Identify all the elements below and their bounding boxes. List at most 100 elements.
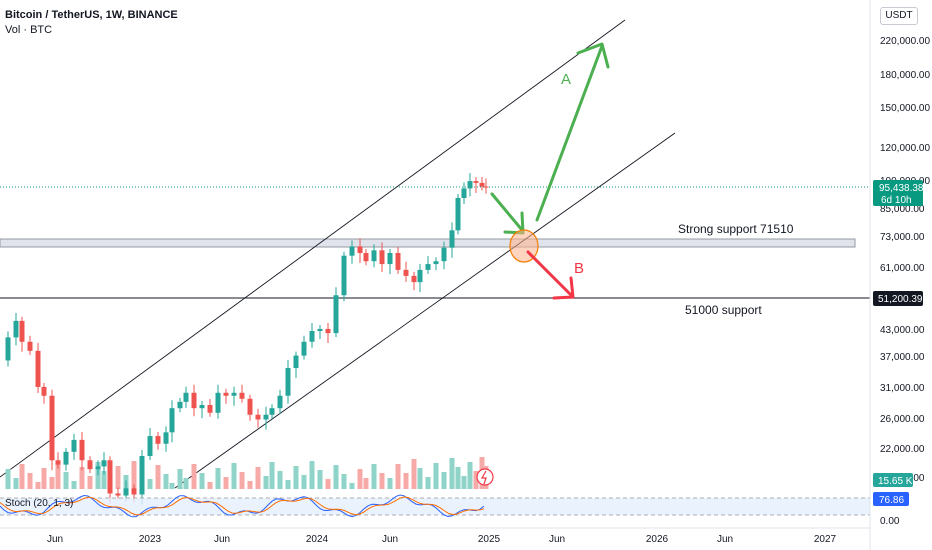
candle-body: [123, 488, 129, 496]
channel-upper-line: [0, 19, 626, 478]
volume-bar: [199, 473, 205, 489]
candle-body: [183, 392, 189, 402]
volume-bar: [239, 472, 245, 489]
candle-body: [277, 395, 283, 409]
volume-bar: [191, 464, 197, 489]
candle-body: [27, 341, 33, 351]
volume-bar: [387, 478, 393, 489]
candle-body: [19, 320, 25, 342]
svg-text:95,438.38: 95,438.38: [879, 183, 924, 194]
candle-body: [357, 246, 363, 253]
candle-body: [349, 246, 355, 256]
candle-body: [425, 264, 431, 270]
candle-body: [63, 451, 69, 465]
stoch-axis-tick: 0.00: [880, 516, 900, 527]
symbol-title[interactable]: Bitcoin / TetherUS, 1W, BINANCE: [5, 9, 178, 21]
volume-bar: [49, 477, 55, 489]
candle-body: [449, 230, 455, 248]
volume-bar: [177, 469, 183, 489]
volume-bar: [115, 466, 121, 489]
volume-bar: [433, 463, 439, 489]
replay-icon[interactable]: [476, 468, 494, 486]
time-axis[interactable]: Jun 2023 Jun 2024 Jun 2025 Jun 2026 Jun 2027: [47, 534, 837, 545]
price-tick-label: 73,000.00: [880, 232, 925, 243]
volume-bar: [19, 464, 25, 489]
volume-bar: [371, 464, 377, 489]
volume-bar: [461, 476, 467, 489]
channel-lower-line: [174, 132, 676, 489]
svg-text:76.86: 76.86: [879, 495, 904, 506]
volume-tag: 15.65 K: [873, 473, 913, 487]
candle-body: [285, 367, 291, 396]
candle-body: [479, 182, 485, 187]
candle-body: [215, 392, 221, 413]
stoch-d-line: [0, 496, 485, 516]
volume-bar: [27, 473, 33, 489]
volume-bar: [35, 482, 41, 489]
stoch-band-fill: [0, 498, 870, 515]
volume-legend: Vol · BTC: [5, 24, 53, 36]
candle-body: [301, 341, 307, 356]
volume-bar: [411, 459, 417, 489]
volume-bar: [285, 480, 291, 489]
volume-bar: [163, 474, 169, 489]
volume-bar: [441, 472, 447, 489]
volume-bar: [95, 462, 101, 489]
volume-bar: [231, 463, 237, 489]
volume-bar: [417, 468, 423, 489]
volume-bar: [293, 466, 299, 489]
volume-bar: [87, 476, 93, 489]
scenario-b-label: B: [574, 260, 584, 277]
time-tick-label: Jun: [214, 534, 230, 545]
candle-body: [483, 186, 489, 188]
candlesticks: [5, 173, 489, 505]
volume-bar: [41, 468, 47, 489]
time-tick-label: Jun: [47, 534, 63, 545]
currency-button[interactable]: USDT: [880, 7, 918, 25]
candle-body: [263, 414, 269, 420]
volume-bar: [403, 473, 409, 489]
candle-body: [417, 269, 423, 283]
volume-bar: [467, 462, 473, 489]
price-axis[interactable]: 220,000.00 180,000.00 150,000.00 120,000.00…: [880, 36, 930, 484]
volume-bar: [101, 471, 107, 489]
volume-bar: [131, 461, 137, 489]
candle-body: [341, 255, 347, 296]
price-tick-label: 85,000.00: [880, 204, 925, 215]
candle-body: [467, 181, 473, 189]
candle-body: [387, 252, 393, 265]
candle-body: [461, 188, 467, 199]
volume-bar: [169, 483, 175, 489]
candle-body: [155, 436, 161, 444]
svg-text:15.65 K: 15.65 K: [878, 476, 913, 487]
volume-bar: [247, 481, 253, 489]
volume-bar: [263, 476, 269, 489]
volume-bar: [277, 471, 283, 489]
candle-body: [247, 398, 253, 415]
volume-bar: [455, 467, 461, 489]
candle-body: [5, 337, 11, 361]
volume-bar: [13, 478, 19, 489]
volume-bar: [155, 465, 161, 489]
volume-bar: [215, 468, 221, 489]
price-tick-label: 31,000.00: [880, 383, 925, 394]
candle-body: [363, 252, 369, 262]
price-tick-label: 150,000.00: [880, 103, 930, 114]
volume-bar: [349, 483, 355, 489]
candle-body: [411, 275, 417, 283]
candle-body: [255, 414, 261, 420]
candle-body: [333, 295, 339, 334]
volume-bar: [395, 464, 401, 489]
candle-body: [79, 439, 85, 461]
price-tick-label: 22,000.00: [880, 444, 925, 455]
candle-body: [379, 250, 385, 265]
time-tick-label: 2025: [478, 534, 501, 545]
candle-body: [231, 392, 237, 396]
candle-body: [35, 350, 41, 387]
volume-bar: [333, 465, 339, 489]
time-tick-label: 2026: [646, 534, 669, 545]
candle-body: [139, 455, 145, 495]
candle-body: [317, 328, 323, 332]
candle-body: [13, 320, 19, 338]
